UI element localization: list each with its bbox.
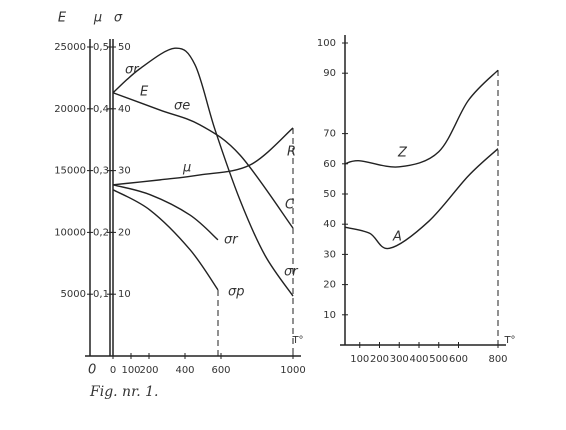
x-tick-label: 600 [449, 354, 468, 365]
x-tick-label: 0 [110, 365, 116, 376]
y-tick-label: 90 [323, 68, 336, 79]
series-label: σp [228, 285, 245, 300]
y-tick-label: 0,2 [93, 227, 109, 238]
y-tick-label: 60 [323, 159, 336, 170]
y-tick-label: 20 [118, 227, 131, 238]
series-label: σr [125, 63, 140, 78]
line-series [112, 92, 294, 229]
y-tick-label: 50 [118, 42, 131, 53]
y-axis-title: E [58, 11, 67, 26]
x-axis-title: T° [291, 335, 303, 346]
series-label: E [140, 85, 149, 100]
line-series [112, 127, 294, 186]
caption: Fig. nr. 1. [89, 384, 158, 400]
y-tick-label: 20 [323, 280, 336, 291]
line-series [344, 69, 499, 168]
series-label: σr [224, 233, 239, 248]
y-tick-label: 30 [323, 249, 336, 260]
x-tick-label: 800 [488, 354, 507, 365]
y-tick-label: 5000 [61, 289, 86, 300]
x-axis-title: T° [503, 335, 515, 346]
y-tick-label: 40 [118, 104, 131, 115]
y-tick-label: 0,3 [93, 166, 109, 177]
annotation: 0 [88, 363, 96, 378]
y-tick-label: 25000 [54, 42, 86, 53]
y-tick-label: 15000 [54, 166, 86, 177]
line-series [112, 47, 294, 297]
annotation: R [287, 145, 296, 160]
y-tick-label: 40 [323, 219, 336, 230]
y-tick-label: 50 [323, 189, 336, 200]
line-series [112, 184, 219, 241]
x-tick-label: 500 [429, 354, 448, 365]
y-tick-label: 70 [323, 129, 336, 140]
x-tick-label: 1000 [280, 365, 305, 376]
y-tick-label: 10 [118, 289, 131, 300]
annotation: σr [284, 265, 299, 280]
x-tick-label: 300 [390, 354, 409, 365]
annotation: C [285, 198, 295, 213]
y-tick-label: 10 [323, 310, 336, 321]
x-tick-label: 600 [211, 365, 230, 376]
y-tick-label: 10000 [54, 227, 86, 238]
x-tick-label: 100 [121, 365, 140, 376]
series-label: A [392, 230, 402, 245]
x-tick-label: 200 [370, 354, 389, 365]
series-label: Z [397, 146, 408, 161]
y-tick-label: 100 [317, 38, 336, 49]
line-series [344, 148, 499, 250]
line-series [112, 189, 219, 291]
y-tick-label: 0,5 [93, 42, 109, 53]
y-tick-label: 20000 [54, 104, 86, 115]
y-tick-label: 30 [118, 166, 131, 177]
x-tick-label: 400 [409, 354, 428, 365]
y-tick-label: 0,1 [93, 289, 109, 300]
series-label: μ [182, 161, 191, 176]
x-tick-label: 200 [139, 365, 158, 376]
y-axis-title: σ [114, 11, 123, 26]
x-tick-label: 100 [350, 354, 369, 365]
annotation: σe [174, 99, 190, 114]
y-axis-title: μ [93, 11, 102, 26]
y-tick-label: 0,4 [93, 104, 109, 115]
x-tick-label: 400 [175, 365, 194, 376]
